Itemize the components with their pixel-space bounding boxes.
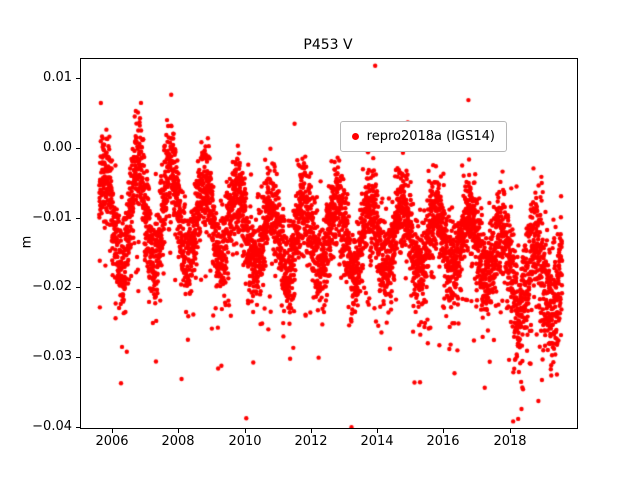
- y-tick-mark: [76, 148, 80, 149]
- y-tick-label: −0.01: [32, 210, 72, 225]
- x-tick-label: 2018: [493, 434, 527, 449]
- x-tick-label: 2006: [95, 434, 129, 449]
- x-tick-mark: [311, 429, 312, 433]
- x-tick-label: 2012: [294, 434, 328, 449]
- chart-title: P453 V: [303, 37, 353, 53]
- x-tick-mark: [112, 429, 113, 433]
- scatter-points: [81, 59, 577, 428]
- legend-marker-dot: [351, 133, 359, 140]
- x-tick-label: 2014: [360, 434, 394, 449]
- x-tick-mark: [245, 429, 246, 433]
- y-tick-label: −0.03: [32, 349, 72, 364]
- x-tick-mark: [377, 429, 378, 433]
- x-tick-mark: [510, 429, 511, 433]
- y-tick-mark: [76, 287, 80, 288]
- y-tick-label: −0.04: [32, 419, 72, 434]
- y-axis-label: m: [19, 235, 35, 249]
- y-tick-mark: [76, 357, 80, 358]
- y-tick-label: 0.00: [43, 140, 72, 155]
- x-tick-label: 2008: [161, 434, 195, 449]
- y-tick-mark: [76, 218, 80, 219]
- y-tick-label: −0.02: [32, 279, 72, 294]
- legend: repro2018a (IGS14): [339, 121, 507, 152]
- x-tick-mark: [178, 429, 179, 433]
- legend-label: repro2018a (IGS14): [366, 129, 495, 144]
- x-tick-label: 2010: [228, 434, 262, 449]
- y-tick-mark: [76, 427, 80, 428]
- y-tick-mark: [76, 78, 80, 79]
- x-tick-mark: [443, 429, 444, 433]
- plot-area: repro2018a (IGS14): [80, 58, 578, 429]
- y-tick-label: 0.01: [43, 70, 72, 85]
- x-tick-label: 2016: [426, 434, 460, 449]
